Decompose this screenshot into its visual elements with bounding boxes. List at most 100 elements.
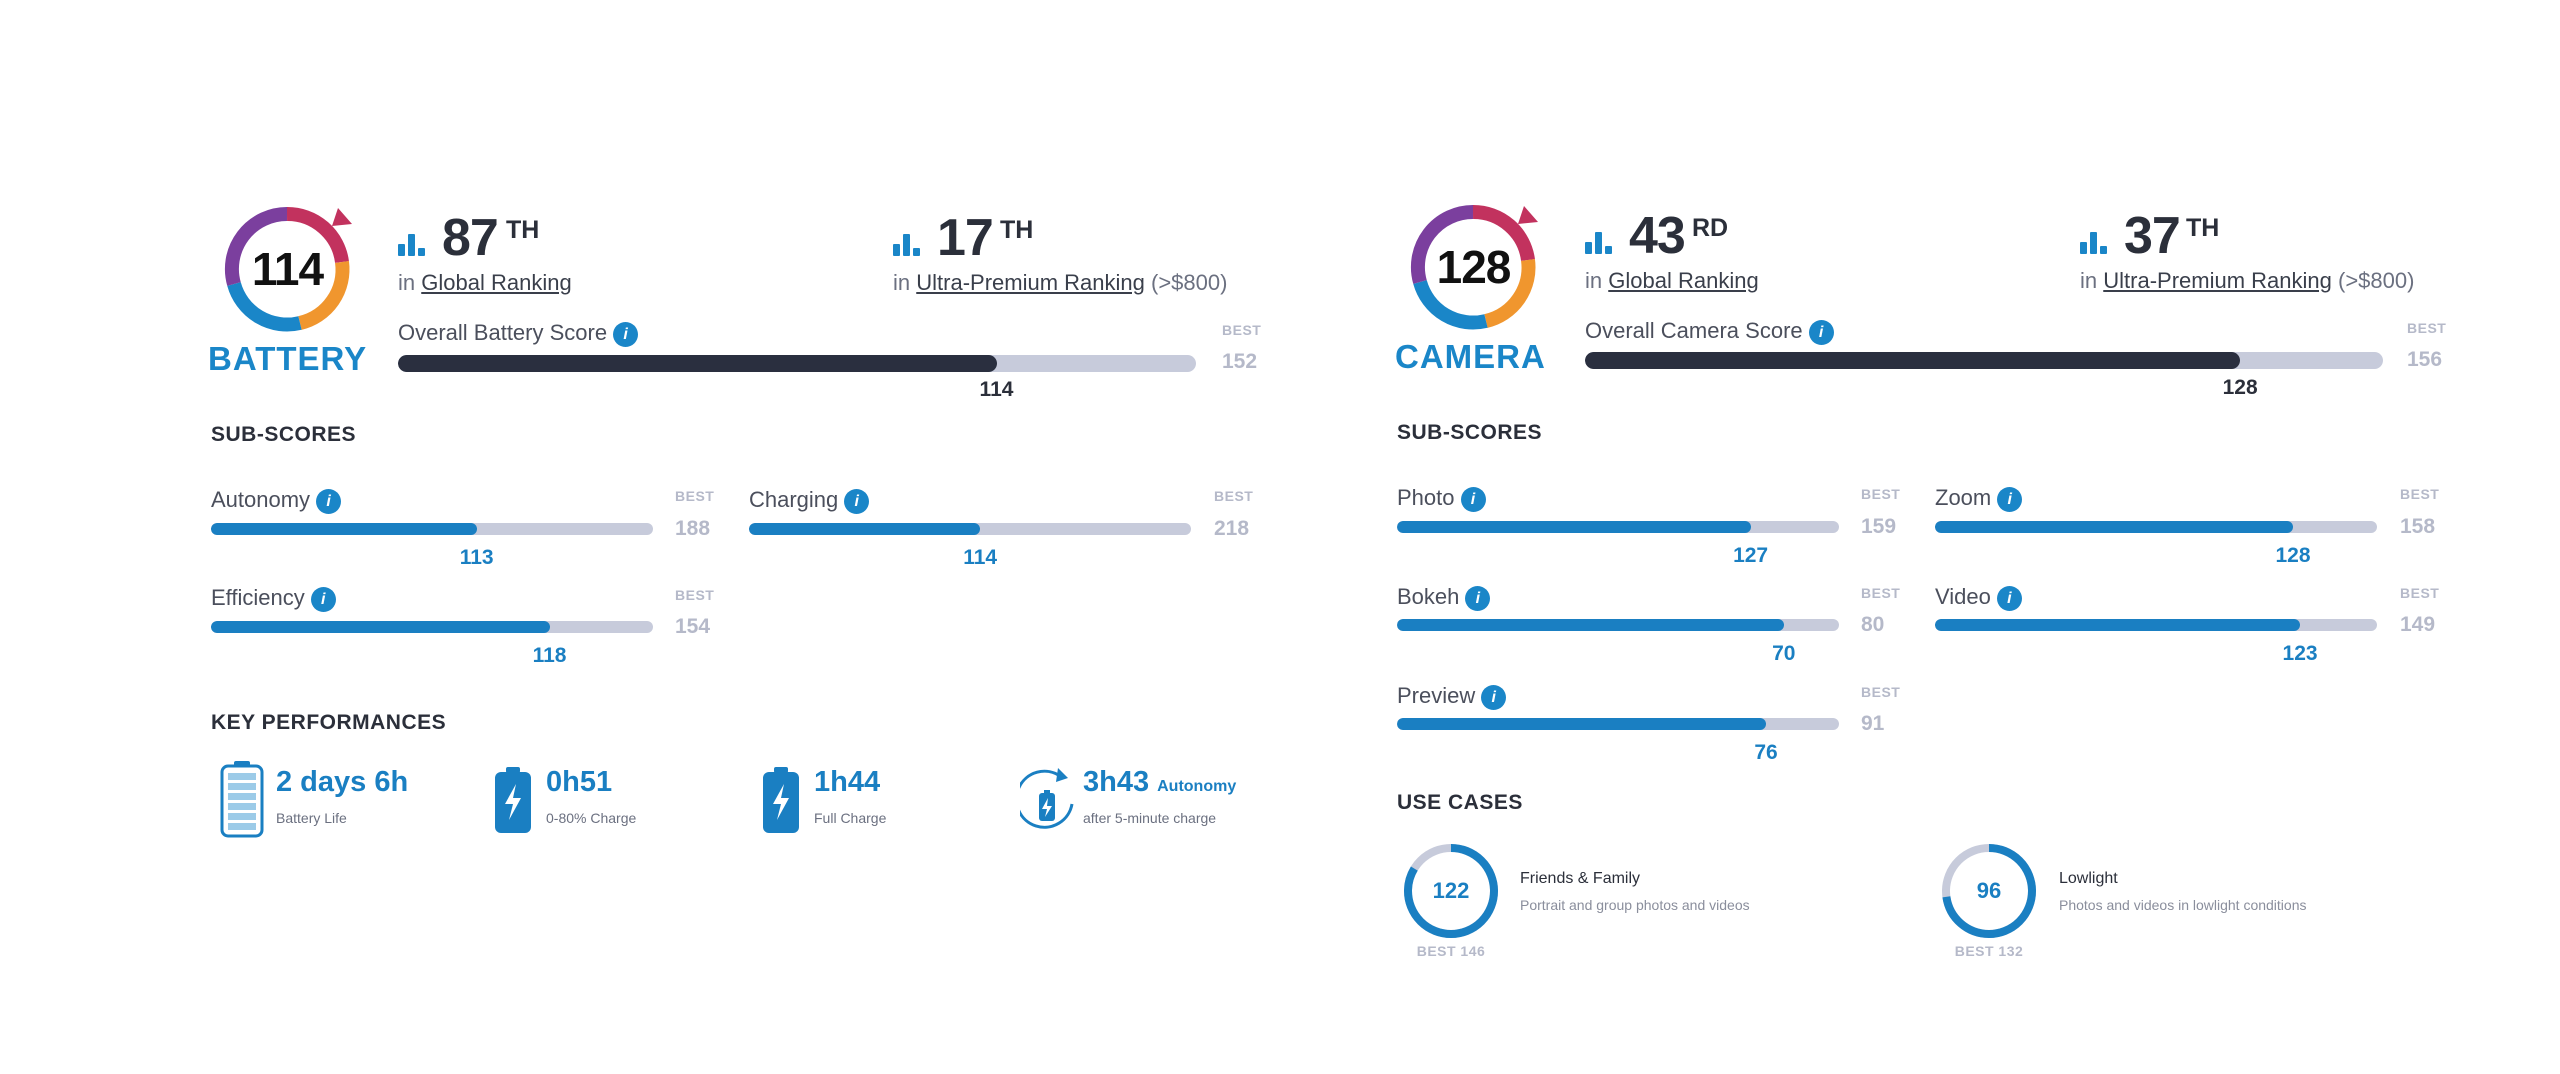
subscore-label-charging: Charging i bbox=[749, 487, 870, 514]
best-value: 80 bbox=[1861, 613, 1885, 636]
best-label: BEST bbox=[1222, 322, 1262, 338]
info-icon[interactable]: i bbox=[316, 488, 342, 514]
best-value: 188 bbox=[675, 517, 711, 540]
overall-score-fill bbox=[1585, 352, 2241, 369]
ranking-icon bbox=[398, 232, 428, 256]
use-case-value: 96 bbox=[1976, 878, 2002, 903]
subscore-label-bokeh: Bokeh i bbox=[1397, 584, 1491, 611]
subscore-bar-charging bbox=[749, 523, 1191, 535]
kp-value-full-charge: 1h44 bbox=[814, 766, 881, 798]
battery-score: 114 bbox=[251, 243, 324, 295]
global-rank-text: in Global Ranking bbox=[1585, 268, 1759, 293]
use-case-ring-icon bbox=[1404, 844, 1498, 938]
best-label: BEST bbox=[675, 587, 715, 603]
premium-ranking-link[interactable]: Ultra-Premium Ranking bbox=[2103, 268, 2332, 293]
info-icon[interactable]: i bbox=[1996, 585, 2022, 611]
subscore-fill bbox=[1397, 521, 1751, 533]
subscore-fill bbox=[1935, 521, 2294, 533]
best-label: BEST bbox=[2400, 486, 2440, 502]
use-case-desc: Portrait and group photos and videos bbox=[1520, 897, 1750, 913]
subscore-fill bbox=[749, 523, 981, 535]
info-icon[interactable]: i bbox=[613, 321, 639, 347]
ranking-icon bbox=[1585, 230, 1615, 254]
best-value: 218 bbox=[1214, 517, 1250, 540]
premium-ranking-link[interactable]: Ultra-Premium Ranking bbox=[916, 270, 1145, 295]
subscore-label-photo: Photo i bbox=[1397, 485, 1486, 512]
subscore-fill bbox=[1397, 619, 1784, 631]
key-performances-title: KEY PERFORMANCES bbox=[211, 711, 447, 734]
overall-score-value: 128 bbox=[2222, 376, 2258, 399]
battery-charging-icon bbox=[763, 767, 799, 833]
best-label: BEST bbox=[2400, 585, 2440, 601]
kp-sub-0-80-charge: 0-80% Charge bbox=[546, 810, 637, 826]
use-cases-title: USE CASES bbox=[1397, 791, 1523, 814]
kp-sub-battery-life: Battery Life bbox=[276, 810, 347, 826]
premium-rank-suffix: TH bbox=[1000, 216, 1034, 244]
ranking-icon bbox=[2080, 230, 2110, 254]
overall-score-bar bbox=[398, 355, 1196, 372]
best-value: 149 bbox=[2400, 613, 2436, 636]
global-rank-suffix: RD bbox=[1692, 214, 1729, 242]
best-label: BEST bbox=[1861, 684, 1901, 700]
best-value: 154 bbox=[675, 615, 711, 638]
global-rank-suffix: TH bbox=[506, 216, 540, 244]
best-label: BEST bbox=[1861, 585, 1901, 601]
best-value: 158 bbox=[2400, 515, 2436, 538]
subscore-value: 127 bbox=[1733, 544, 1769, 567]
subscore-fill bbox=[1397, 718, 1767, 730]
info-icon[interactable]: i bbox=[1808, 319, 1834, 345]
battery-score-badge-icon bbox=[224, 206, 352, 332]
battery-label: BATTERY bbox=[208, 340, 368, 377]
subscore-fill bbox=[1935, 619, 2301, 631]
subscore-label-efficiency: Efficiency i bbox=[211, 585, 336, 612]
camera-label: CAMERA bbox=[1395, 338, 1546, 375]
subscore-value: 118 bbox=[532, 644, 567, 667]
global-ranking-link[interactable]: Global Ranking bbox=[421, 270, 572, 295]
global-ranking-link[interactable]: Global Ranking bbox=[1608, 268, 1759, 293]
use-case-best: BEST 132 bbox=[1954, 943, 2024, 959]
camera-score: 128 bbox=[1436, 241, 1512, 293]
kp-value-battery-life: 2 days 6h bbox=[276, 766, 409, 798]
overall-score-bar bbox=[1585, 352, 2383, 369]
info-icon[interactable]: i bbox=[1997, 486, 2023, 512]
premium-rank-text: in Ultra-Premium Ranking (>$800) bbox=[2080, 268, 2415, 293]
info-icon[interactable]: i bbox=[1465, 585, 1491, 611]
kp-value-0-80-charge: 0h51 bbox=[546, 766, 613, 798]
use-case-ring-icon bbox=[1942, 844, 2036, 938]
subscores-title: SUB-SCORES bbox=[1397, 421, 1543, 444]
premium-rank-suffix: TH bbox=[2186, 214, 2220, 242]
info-icon[interactable]: i bbox=[844, 488, 870, 514]
overall-score-value: 114 bbox=[979, 378, 1014, 401]
best-value: 159 bbox=[1861, 515, 1897, 538]
premium-rank-number: 17 bbox=[937, 209, 994, 267]
ranking-icon bbox=[893, 232, 923, 256]
subscore-label-video: Video i bbox=[1935, 584, 2022, 611]
premium-rank-number: 37 bbox=[2124, 207, 2181, 265]
subscore-fill bbox=[211, 621, 550, 633]
use-case-desc: Photos and videos in lowlight conditions bbox=[2059, 897, 2307, 913]
global-rank-number: 87 bbox=[442, 209, 499, 267]
overall-score-label: Overall Camera Score i bbox=[1585, 318, 1834, 345]
info-icon[interactable]: i bbox=[310, 586, 336, 612]
premium-rank-text: in Ultra-Premium Ranking (>$800) bbox=[893, 270, 1228, 295]
kp-value-autonomy: 3h43 Autonomy bbox=[1083, 766, 1237, 798]
info-icon[interactable]: i bbox=[1460, 486, 1486, 512]
subscore-label-preview: Preview i bbox=[1397, 683, 1507, 710]
best-label: BEST bbox=[1214, 488, 1254, 504]
subscore-bar-video bbox=[1935, 619, 2377, 631]
camera-score-badge-icon bbox=[1410, 204, 1538, 330]
best-value: 156 bbox=[2407, 348, 2443, 371]
subscore-label-autonomy: Autonomy i bbox=[211, 487, 342, 514]
subscore-fill bbox=[211, 523, 477, 535]
subscore-label-zoom: Zoom i bbox=[1935, 485, 2023, 512]
subscore-bar-zoom bbox=[1935, 521, 2377, 533]
best-value: 91 bbox=[1861, 712, 1885, 735]
best-label: BEST bbox=[1861, 486, 1901, 502]
subscore-bar-bokeh bbox=[1397, 619, 1839, 631]
subscore-bar-autonomy bbox=[211, 523, 653, 535]
subscores-title: SUB-SCORES bbox=[211, 423, 357, 446]
overall-score-fill bbox=[398, 355, 997, 372]
subscore-value: 113 bbox=[459, 546, 494, 569]
use-case-title: Lowlight bbox=[2059, 870, 2118, 887]
info-icon[interactable]: i bbox=[1481, 684, 1507, 710]
